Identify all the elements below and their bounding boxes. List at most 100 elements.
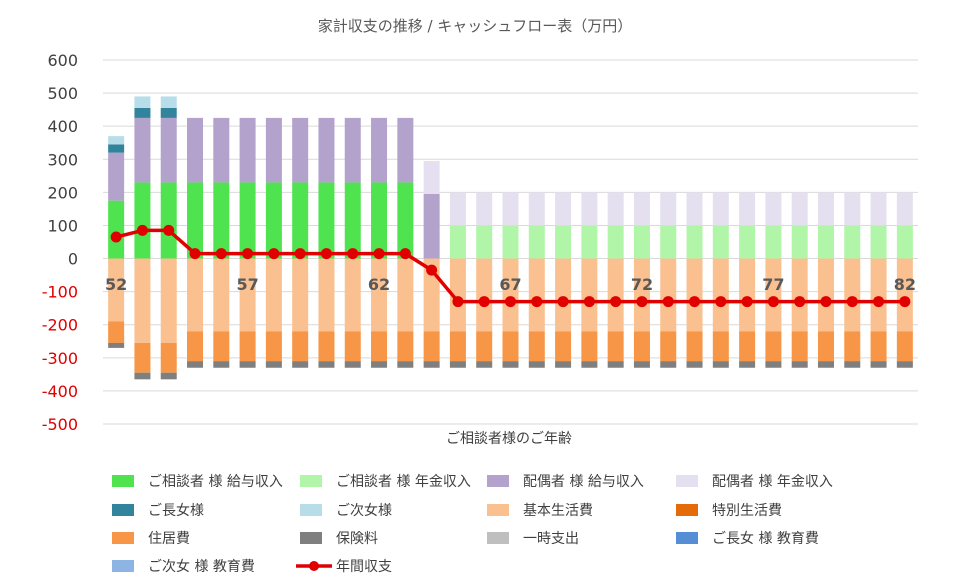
legend-label: 配偶者 様 給与収入 [523,474,644,490]
net-line-point [794,296,806,308]
net-line-point [689,296,701,308]
bar-series [108,96,913,380]
net-line-point [163,224,175,236]
bar-segment [817,225,834,259]
age-label: 62 [368,275,390,294]
net-line-point [662,296,674,308]
bar-segment [686,361,703,368]
bar-segment [660,258,677,332]
bar-segment [423,361,440,368]
y-tick-label: -100 [42,283,78,302]
bar-segment [739,331,756,362]
bar-segment [686,225,703,259]
legend-label: ご長女 様 教育費 [712,530,819,547]
net-line-point [136,224,148,236]
bar-segment [134,107,151,118]
bar-segment [213,331,230,362]
legend-swatch [112,560,134,572]
bar-segment [502,361,519,368]
bar-segment [555,225,572,259]
legend-line-marker [309,561,319,571]
bar-segment [502,225,519,259]
age-label: 67 [499,275,521,294]
legend-label: 配偶者 様 年金収入 [712,474,833,490]
bar-segment [686,192,703,226]
bar-segment [318,182,335,259]
legend-label: ご相談者 様 給与収入 [148,474,283,490]
bar-segment [292,258,309,332]
bar-segment [581,225,598,259]
bar-segment [791,361,808,368]
bar-segment [817,192,834,226]
legend-swatch [676,532,698,544]
net-line-point [110,231,122,243]
bar-segment [213,117,230,183]
bar-segment [712,331,729,362]
net-line-point [294,248,306,260]
bar-segment [791,225,808,259]
bar-segment [187,361,204,368]
bar-segment [896,225,913,259]
bar-segment [423,331,440,362]
bar-segment [765,361,782,368]
bar-segment [870,192,887,226]
bar-segment [712,258,729,332]
bar-segment [449,192,466,226]
net-line-point [320,248,332,260]
bar-segment [265,258,282,332]
bar-segment [502,192,519,226]
bar-segment [896,192,913,226]
bar-segment [660,225,677,259]
legend-label: ご次女様 [336,502,392,519]
net-line-point [636,296,648,308]
bar-segment [896,331,913,362]
net-line-point [767,296,779,308]
bar-segment [318,331,335,362]
legend-label: ご相談者 様 年金収入 [336,474,471,490]
bar-segment [607,258,624,332]
y-tick-label: -200 [42,316,78,335]
bar-segment [765,192,782,226]
bar-segment [739,192,756,226]
net-line-point [242,248,254,260]
legend-label: 住居費 [148,531,190,547]
legend-swatch [676,504,698,516]
bar-segment [633,361,650,368]
bar-segment [502,258,519,332]
bar-segment [844,258,861,332]
net-line-point [268,248,280,260]
bar-segment [318,258,335,332]
bar-segment [213,361,230,368]
bar-segment [686,258,703,332]
bar-segment [660,331,677,362]
bar-segment [502,331,519,362]
bar-segment [844,225,861,259]
y-tick-label: 500 [47,84,78,103]
bar-segment [765,331,782,362]
net-line-point [899,296,911,308]
bar-segment [817,361,834,368]
bar-segment [265,361,282,368]
bar-segment [449,258,466,332]
bar-segment [108,200,125,259]
net-line-point [373,248,385,260]
bar-segment [870,225,887,259]
bar-segment [423,194,440,259]
y-axis-ticks: 600 500 400 300 200 100 0 -100 -200 -300 -400 -500 [42,51,78,434]
bar-segment [134,117,151,183]
bar-segment [344,331,361,362]
bar-segment [633,331,650,362]
y-tick-label: 200 [47,183,78,202]
bar-segment [870,361,887,368]
bar-segment [607,225,624,259]
age-label: 82 [894,275,916,294]
bar-segment [528,258,545,332]
age-label: 72 [631,275,653,294]
bar-segment [555,192,572,226]
bar-segment [108,144,125,153]
bar-segment [896,361,913,368]
legend-swatch [112,475,134,487]
bar-segment [108,258,125,322]
bar-segment [397,258,414,332]
